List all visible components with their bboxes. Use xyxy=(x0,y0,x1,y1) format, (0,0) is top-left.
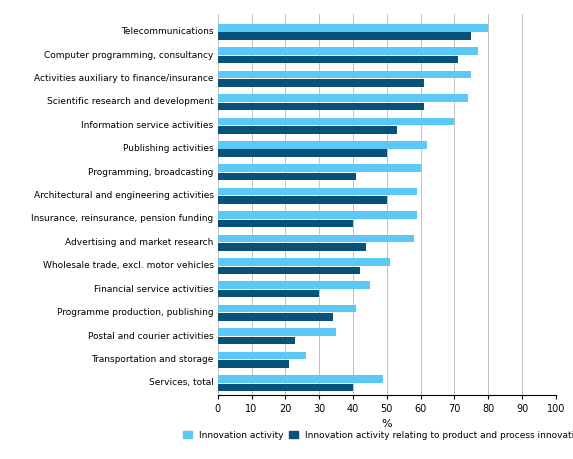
Bar xyxy=(218,126,397,134)
Bar xyxy=(218,150,387,157)
Bar xyxy=(218,79,424,87)
Bar xyxy=(218,94,468,102)
X-axis label: %: % xyxy=(382,420,392,429)
Bar xyxy=(218,211,417,219)
Bar xyxy=(218,235,414,242)
Bar xyxy=(218,103,424,110)
Bar xyxy=(218,33,471,40)
Bar xyxy=(218,281,370,289)
Bar xyxy=(218,24,488,32)
Bar xyxy=(218,47,478,55)
Bar xyxy=(218,118,454,125)
Bar xyxy=(218,196,387,204)
Bar xyxy=(218,290,319,297)
Bar xyxy=(218,375,383,382)
Bar xyxy=(218,267,360,274)
Bar xyxy=(218,328,336,336)
Bar xyxy=(218,141,427,149)
Bar xyxy=(218,384,353,391)
Bar xyxy=(218,258,390,266)
Bar xyxy=(218,352,305,359)
Bar xyxy=(218,360,289,368)
Bar xyxy=(218,173,356,180)
Bar xyxy=(218,188,417,196)
Bar xyxy=(218,56,458,63)
Bar xyxy=(218,313,333,321)
Bar xyxy=(218,305,356,313)
Bar xyxy=(218,337,296,344)
Bar xyxy=(218,243,367,251)
Bar xyxy=(218,220,353,227)
Bar xyxy=(218,164,421,172)
Legend: Innovation activity, Innovation activity relating to product and process innovat: Innovation activity, Innovation activity… xyxy=(183,431,573,440)
Bar xyxy=(218,71,471,78)
